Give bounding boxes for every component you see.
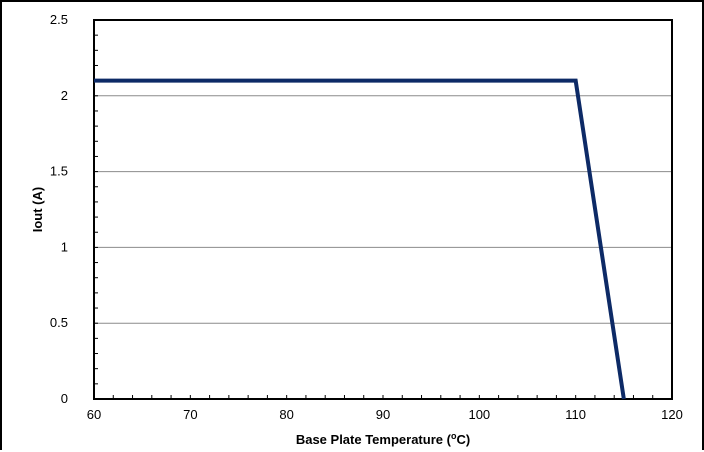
tick-labels: 60 70 80 90 100 110 120 0 0.5 1 1.5 2 2.5: [50, 12, 683, 422]
x-axis-title-end: C): [456, 432, 470, 447]
y-tick-label-2: 1: [61, 239, 68, 254]
y-tick-label-4: 2: [61, 88, 68, 103]
minor-ticks: [94, 34, 654, 399]
x-tick-label-1: 70: [183, 407, 197, 422]
x-tick-label-5: 110: [565, 407, 586, 422]
x-tick-label-6: 120: [661, 407, 683, 422]
y-tick-label-1: 0.5: [50, 315, 68, 330]
x-tick-label-4: 100: [468, 407, 490, 422]
grid-lines: [94, 95, 672, 324]
x-axis-title-superscript: o: [451, 431, 457, 441]
y-axis-title: Iout (A): [30, 187, 45, 232]
plot-area-border: [93, 19, 673, 400]
series-line-0: [94, 78, 626, 400]
y-tick-label-0: 0: [61, 391, 68, 406]
series-layer: [94, 78, 626, 400]
x-tick-label-0: 60: [87, 407, 101, 422]
x-tick-label-3: 90: [376, 407, 390, 422]
y-tick-label-3: 1.5: [50, 164, 68, 179]
y-tick-label-5: 2.5: [50, 12, 68, 27]
x-axis-title-main: Base Plate Temperature (: [296, 432, 452, 447]
x-axis-title: Base Plate Temperature (oC): [296, 431, 470, 447]
x-tick-label-2: 80: [279, 407, 293, 422]
